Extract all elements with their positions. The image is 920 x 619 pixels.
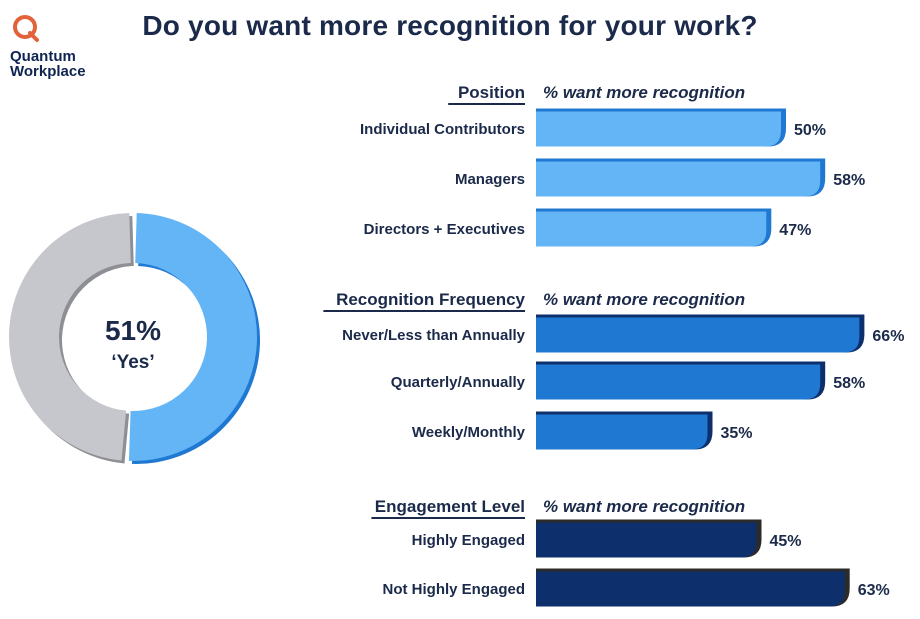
bar-label-2-0: Highly Engaged xyxy=(412,532,525,549)
chart-title: Do you want more recognition for your wo… xyxy=(142,10,758,41)
bar-value-label-2-0: 45% xyxy=(770,533,802,550)
bar-0-2 xyxy=(536,211,767,247)
bar-label-1-1: Quarterly/Annually xyxy=(391,374,526,391)
bar-value-label-0-1: 58% xyxy=(833,172,865,189)
bar-0-0 xyxy=(536,111,781,147)
bar-label-1-2: Weekly/Monthly xyxy=(412,424,526,441)
bar-label-2-1: Not Highly Engaged xyxy=(383,581,526,598)
value-header-2: % want more recognition xyxy=(543,497,745,516)
bar-value-label-1-1: 58% xyxy=(833,375,865,392)
logo-line-2: Workplace xyxy=(10,63,86,80)
logo-q-icon xyxy=(13,15,39,42)
bar-value-label-0-0: 50% xyxy=(794,122,826,139)
bar-value-label-1-2: 35% xyxy=(721,425,753,442)
bar-1-0 xyxy=(536,317,860,353)
bar-1-1 xyxy=(536,364,821,400)
quantum-workplace-logo: Quantum Workplace xyxy=(8,12,108,79)
bar-label-0-1: Managers xyxy=(455,171,525,188)
bar-value-label-1-0: 66% xyxy=(872,328,904,345)
donut-center-label: ‘Yes’ xyxy=(111,352,154,373)
bar-label-0-2: Directors + Executives xyxy=(364,221,525,238)
donut-slice-no xyxy=(8,213,131,461)
bar-value-label-2-1: 63% xyxy=(858,582,890,599)
donut-slice-yes xyxy=(128,213,258,462)
group-header-0: Position xyxy=(458,83,525,102)
group-header-1: Recognition Frequency xyxy=(336,290,525,309)
bar-label-0-0: Individual Contributors xyxy=(360,121,525,138)
value-header-1: % want more recognition xyxy=(543,290,745,309)
bar-value-label-0-2: 47% xyxy=(779,222,811,239)
group-header-2: Engagement Level xyxy=(375,497,525,516)
bar-2-1 xyxy=(536,571,845,607)
donut-center-value: 51% xyxy=(105,315,161,346)
bar-0-1 xyxy=(536,161,821,197)
value-header-0: % want more recognition xyxy=(543,83,745,102)
logo-line-1: Quantum xyxy=(10,48,76,65)
bar-1-2 xyxy=(536,414,708,450)
bar-label-1-0: Never/Less than Annually xyxy=(342,327,525,344)
bar-2-0 xyxy=(536,522,757,558)
